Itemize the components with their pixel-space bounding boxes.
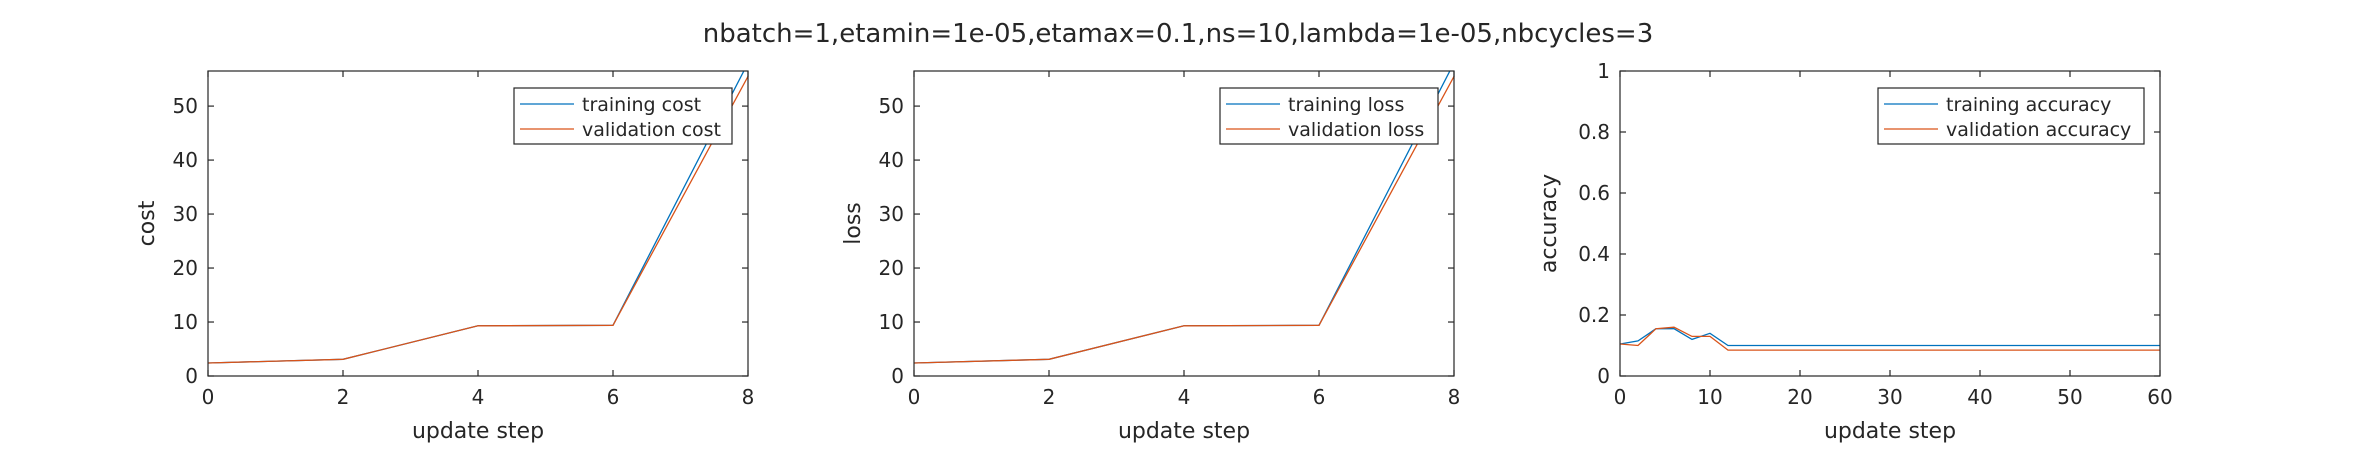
y-tick-label: 20	[879, 256, 904, 280]
legend: training loss validation loss	[1219, 87, 1439, 145]
y-tick-label: 50	[173, 94, 198, 118]
y-tick-label: 0.4	[1578, 242, 1610, 266]
y-axis-label: accuracy	[1537, 174, 1562, 273]
x-tick-label: 40	[1967, 385, 1992, 409]
legend: training cost validation cost	[513, 87, 733, 145]
x-tick-label: 20	[1787, 385, 1812, 409]
y-tick-label: 30	[879, 202, 904, 226]
legend-box	[1219, 87, 1439, 145]
series-line-validation	[208, 76, 748, 364]
legend-box	[1877, 87, 2145, 145]
x-axis-label: update step	[1824, 419, 1956, 444]
chart-2: 0 2 4 6 8 0 10 20 30 40 50 update step loss training …	[841, 70, 1461, 444]
legend-entry-training: training accuracy	[1946, 94, 2111, 116]
y-tick-label: 10	[879, 310, 904, 334]
x-tick-label: 6	[1313, 385, 1326, 409]
legend-entry-training: training loss	[1288, 94, 1404, 116]
legend-entry-validation: validation loss	[1288, 119, 1424, 141]
legend-entry-validation: validation cost	[582, 119, 721, 141]
y-axis-label: loss	[841, 202, 866, 245]
legend-entry-training: training cost	[582, 94, 701, 116]
legend: training accuracy validation accuracy	[1877, 87, 2145, 145]
figure-title: nbatch=1,etamin=1e-05,etamax=0.1,ns=10,l…	[703, 19, 1654, 49]
y-tick-label: 0	[1597, 364, 1610, 388]
series-line-validation	[1620, 326, 2160, 351]
series-line-training	[1620, 328, 2160, 347]
legend-entry-validation: validation accuracy	[1946, 119, 2131, 141]
x-tick-label: 60	[2147, 385, 2172, 409]
y-axis-label: cost	[135, 200, 160, 246]
x-tick-label: 0	[202, 385, 215, 409]
y-tick-label: 40	[173, 148, 198, 172]
legend-box	[513, 87, 733, 145]
x-tick-label: 4	[1178, 385, 1191, 409]
y-tick-label: 30	[173, 202, 198, 226]
x-axis-label: update step	[412, 419, 544, 444]
x-tick-label: 8	[742, 385, 755, 409]
y-tick-label: 50	[879, 94, 904, 118]
x-tick-label: 0	[908, 385, 921, 409]
x-tick-label: 8	[1448, 385, 1461, 409]
y-tick-label: 0	[185, 364, 198, 388]
x-tick-label: 4	[472, 385, 485, 409]
y-tick-label: 0.2	[1578, 303, 1610, 327]
x-tick-label: 2	[1043, 385, 1056, 409]
y-tick-label: 0.6	[1578, 181, 1610, 205]
y-tick-label: 10	[173, 310, 198, 334]
x-tick-label: 0	[1614, 385, 1627, 409]
y-tick-label: 0	[891, 364, 904, 388]
y-tick-label: 40	[879, 148, 904, 172]
y-tick-label: 1	[1597, 59, 1610, 83]
x-tick-label: 50	[2057, 385, 2082, 409]
y-tick-label: 0.8	[1578, 120, 1610, 144]
x-tick-label: 6	[607, 385, 620, 409]
y-tick-label: 20	[173, 256, 198, 280]
chart-1: 0 2 4 6 8 0 10 20 30 40 50 update step cost training …	[135, 70, 755, 444]
x-tick-label: 2	[337, 385, 350, 409]
x-tick-label: 10	[1697, 385, 1722, 409]
x-axis-label: update step	[1118, 419, 1250, 444]
series-line-validation	[914, 76, 1454, 364]
chart-3: 0 10 20 30 40 50 60 0 0.2 0.4 0.6 0.8 1 update step ac…	[1537, 59, 2173, 444]
x-tick-label: 30	[1877, 385, 1902, 409]
